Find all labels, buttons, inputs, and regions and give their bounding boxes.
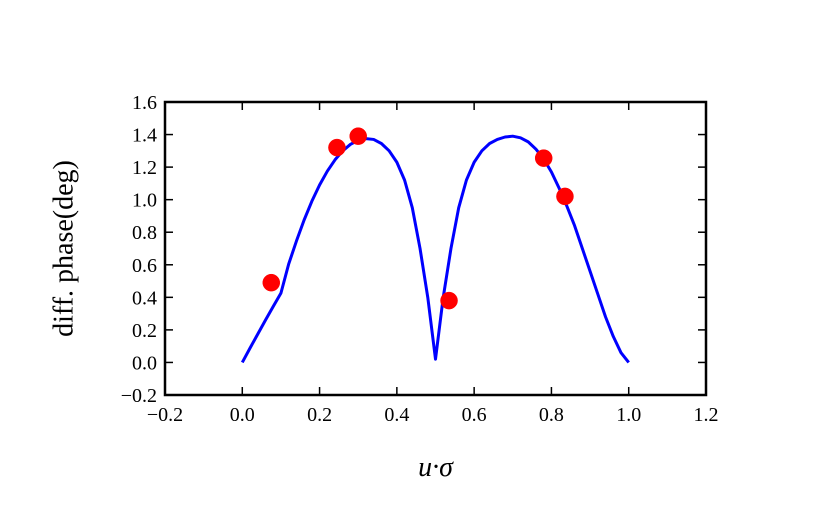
- x-tick-label: 0.6: [462, 404, 487, 426]
- tick-labels: −0.2 0.0 0.2 0.4 0.6 0.8 1.0 1.2 −0.2 0.0 0.2 0.4 0.…: [121, 92, 719, 426]
- x-tick-label: 0.2: [307, 404, 332, 426]
- x-tick-label: 0.0: [230, 404, 255, 426]
- x-tick-label: −0.2: [147, 404, 183, 426]
- data-point-0: [262, 273, 281, 292]
- y-tick-label: 0.6: [132, 255, 157, 277]
- series-line-0: [240, 134, 630, 364]
- plot-frame: [163, 100, 708, 397]
- data-point-3: [440, 291, 458, 310]
- axis-ticks: [164, 101, 707, 396]
- data-point-4: [534, 149, 553, 167]
- data-point-2: [349, 127, 367, 145]
- x-axis-label: u·σ: [418, 452, 454, 483]
- series-points: [262, 127, 574, 310]
- y-tick-label: −0.2: [121, 385, 157, 407]
- data-point-5: [556, 187, 574, 206]
- series-lines: [240, 134, 630, 364]
- y-tick-label: 1.4: [132, 125, 157, 147]
- x-tick-label: 1.0: [616, 404, 641, 426]
- y-tick-label: 0.8: [132, 222, 157, 244]
- y-tick-label: 1.0: [132, 190, 157, 212]
- y-tick-label: 0.2: [132, 320, 157, 342]
- x-tick-label: 0.8: [539, 404, 564, 426]
- y-tick-label: 0.4: [132, 287, 157, 309]
- x-tick-label: 0.4: [384, 404, 409, 426]
- x-tick-label: 1.2: [694, 404, 719, 426]
- y-axis-label: diff. phase(deg): [48, 160, 79, 337]
- data-point-1: [328, 138, 346, 157]
- y-tick-label: 1.6: [132, 92, 157, 114]
- y-tick-label: 0.0: [132, 352, 157, 374]
- y-tick-label: 1.2: [132, 157, 157, 179]
